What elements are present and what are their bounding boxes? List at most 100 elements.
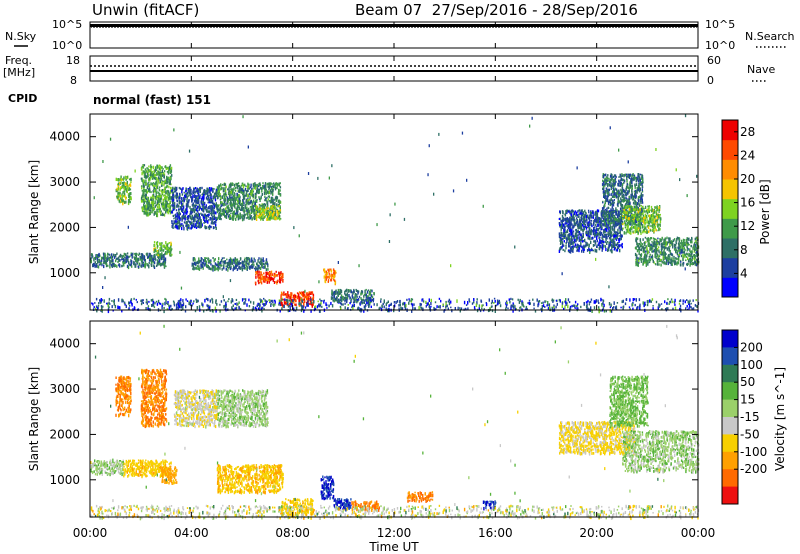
echo-cell <box>202 266 204 270</box>
echo-cell <box>233 205 235 208</box>
echo-cell <box>280 278 282 282</box>
echo-cell <box>570 215 573 218</box>
echo-cell <box>166 175 168 179</box>
echo-cell <box>279 273 281 276</box>
echo-cell <box>367 302 369 306</box>
echo-cell <box>204 262 207 265</box>
echo-cell <box>261 273 263 277</box>
echo-cell <box>256 270 259 274</box>
echo-cell <box>155 185 158 190</box>
echo-cell <box>287 296 289 299</box>
echo-cell <box>170 304 172 308</box>
echo-cell <box>160 176 163 179</box>
echo-cell <box>123 190 125 193</box>
echo-cell <box>696 305 698 308</box>
echo-cell <box>252 190 254 193</box>
echo-cell <box>197 213 200 217</box>
echo-cell <box>133 297 135 300</box>
echo-cell <box>258 273 260 276</box>
echo-cell <box>574 300 577 304</box>
echo-cell <box>151 194 154 198</box>
echo-cell <box>286 304 288 307</box>
echo-cell <box>154 177 157 180</box>
echo-cell <box>473 298 475 302</box>
echo-cell <box>203 262 205 265</box>
echo-cell <box>603 303 605 308</box>
echo-cell <box>204 257 206 261</box>
echo-cell <box>252 260 254 263</box>
echo-cell <box>577 244 580 247</box>
echo-cell <box>230 265 232 269</box>
echo-cell <box>254 214 256 219</box>
echo-cell <box>263 213 266 216</box>
echo-cell <box>213 194 215 197</box>
echo-cell <box>271 197 273 200</box>
echo-cell <box>573 241 575 244</box>
echo-cell <box>229 215 231 219</box>
echo-cell <box>209 207 211 210</box>
echo-cell <box>367 295 369 298</box>
echo-cell <box>267 191 270 195</box>
echo-cell <box>358 295 361 298</box>
echo-cell <box>266 190 269 194</box>
echo-cell <box>202 196 205 201</box>
echo-cell <box>198 223 200 226</box>
echo-cell <box>230 206 232 209</box>
echo-cell <box>141 168 143 171</box>
echo-cell <box>254 281 257 285</box>
echo-cell <box>468 298 470 301</box>
echo-cell <box>602 299 605 302</box>
echo-cell <box>579 209 581 212</box>
echo-cell <box>95 263 97 266</box>
echo-cell <box>277 184 279 186</box>
echo-cell <box>491 299 493 303</box>
echo-cell <box>208 266 210 270</box>
echo-cell <box>238 202 240 205</box>
echo-cell <box>558 249 561 253</box>
echo-cell <box>249 198 251 201</box>
echo-cell <box>597 232 599 236</box>
echo-cell <box>260 207 263 210</box>
echo-cell <box>97 258 99 261</box>
echo-cell <box>272 279 274 282</box>
echo-cell <box>406 298 408 301</box>
echo-cell <box>275 270 277 273</box>
echo-cell <box>164 301 166 306</box>
echo-cell <box>616 302 619 304</box>
echo-cell <box>236 261 239 264</box>
nave-tick-bottom: 0 <box>707 74 714 87</box>
echo-cell <box>123 181 125 184</box>
echo-cell <box>231 212 234 215</box>
echo-cell <box>116 264 118 268</box>
echo-cell <box>569 307 571 310</box>
echo-cell <box>211 309 214 313</box>
echo-cell <box>198 204 201 207</box>
echo-cell <box>256 262 258 266</box>
echo-cell <box>339 290 341 294</box>
echo-cell <box>199 223 201 226</box>
echo-cell <box>184 210 186 214</box>
echo-cell <box>326 276 328 279</box>
echo-cell <box>312 298 314 302</box>
echo-cell <box>584 223 587 226</box>
echo-cell <box>170 183 172 186</box>
echo-cell <box>568 242 570 246</box>
echo-cell <box>371 295 374 299</box>
echo-cell <box>594 239 596 243</box>
echo-cell <box>277 200 280 203</box>
echo-cell <box>252 307 255 310</box>
echo-cell <box>247 201 249 204</box>
echo-cell <box>221 212 223 216</box>
echo-cell <box>164 196 166 201</box>
echo-cell <box>265 188 267 191</box>
echo-cell <box>668 302 670 305</box>
echo-cell <box>130 195 132 200</box>
echo-cell <box>149 258 152 262</box>
echo-cell <box>361 301 363 303</box>
echo-cell <box>166 171 169 173</box>
echo-cell <box>581 249 583 253</box>
echo-cell <box>130 298 133 302</box>
echo-cell <box>162 180 164 182</box>
echo-cell <box>279 193 282 197</box>
echo-cell <box>168 185 170 189</box>
